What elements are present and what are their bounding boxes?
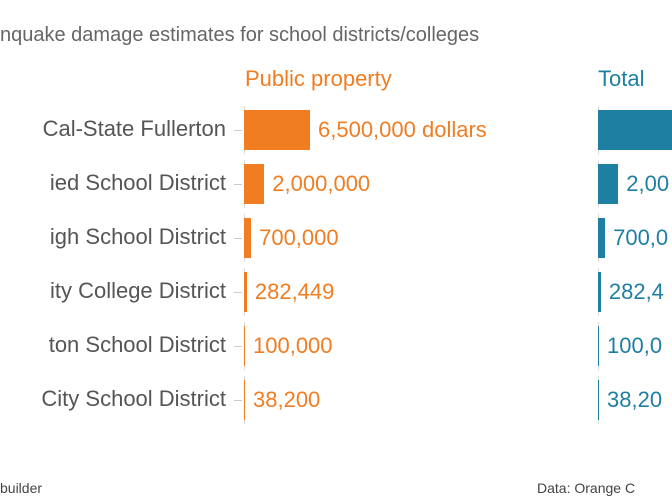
category-label: Cal-State Fullerton	[42, 116, 226, 141]
value-label: 700,0	[613, 225, 669, 250]
bar-public	[244, 272, 247, 312]
legend-total: Total	[598, 66, 645, 91]
value-label: 700,000	[259, 225, 339, 250]
bar-public	[244, 164, 265, 204]
bar-public	[244, 110, 310, 150]
value-label: 6,500,000 dollars	[318, 117, 487, 142]
value-label: 2,000,000	[272, 171, 371, 196]
category-label: City School District	[41, 386, 226, 411]
bar-total	[598, 218, 606, 258]
axis-tick	[234, 130, 242, 131]
axis-tick	[234, 346, 242, 347]
legend-public-property: Public property	[245, 66, 392, 91]
category-label: ied School District	[49, 170, 226, 195]
bar-total	[598, 164, 619, 204]
chart-title: nquake damage estimates for school distr…	[0, 24, 480, 46]
bar-total	[598, 110, 672, 150]
value-label: 100,000	[253, 333, 333, 358]
value-label: 282,449	[254, 279, 335, 304]
bar-total	[598, 380, 599, 420]
value-label: 38,20	[607, 387, 663, 412]
bar-total	[598, 272, 601, 312]
bar-public	[244, 218, 252, 258]
value-label: 38,200	[253, 387, 321, 412]
credit: builder	[0, 480, 43, 496]
bar-total	[598, 326, 599, 366]
value-label: 282,4	[608, 279, 664, 304]
axis-tick	[234, 292, 242, 293]
value-label: 100,0	[607, 333, 663, 358]
category-label: ton School District	[48, 332, 226, 357]
category-label: ity College District	[49, 278, 226, 303]
bar-public	[244, 326, 245, 366]
source: Data: Orange C	[537, 480, 636, 496]
value-label: 2,00	[626, 171, 670, 196]
axis-tick	[234, 400, 242, 401]
category-label: igh School District	[49, 224, 226, 249]
bar-public	[244, 380, 245, 420]
axis-tick	[234, 238, 242, 239]
axis-tick	[234, 184, 242, 185]
